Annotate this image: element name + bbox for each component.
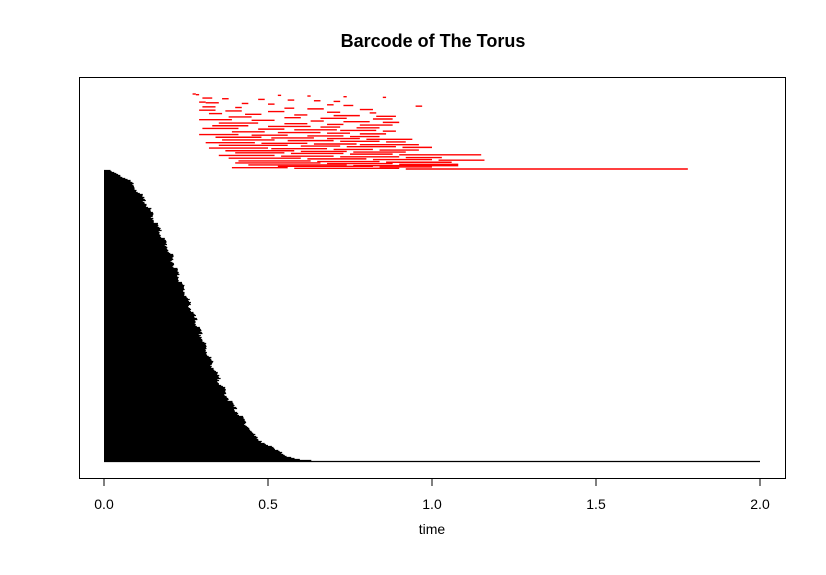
x-axis: 0.0 0.5 1.0 1.5 2.0: [94, 478, 770, 512]
x-axis-label: time: [419, 521, 446, 537]
dimension-0-bars: [104, 169, 760, 463]
x-tick-label: 0.5: [258, 496, 278, 512]
dimension-1-bars: [192, 93, 688, 170]
chart-title: Barcode of The Torus: [341, 31, 526, 51]
x-tick-label: 0.0: [94, 496, 114, 512]
x-tick-label: 2.0: [750, 496, 770, 512]
x-tick-label: 1.5: [586, 496, 606, 512]
x-tick-label: 1.0: [422, 496, 442, 512]
